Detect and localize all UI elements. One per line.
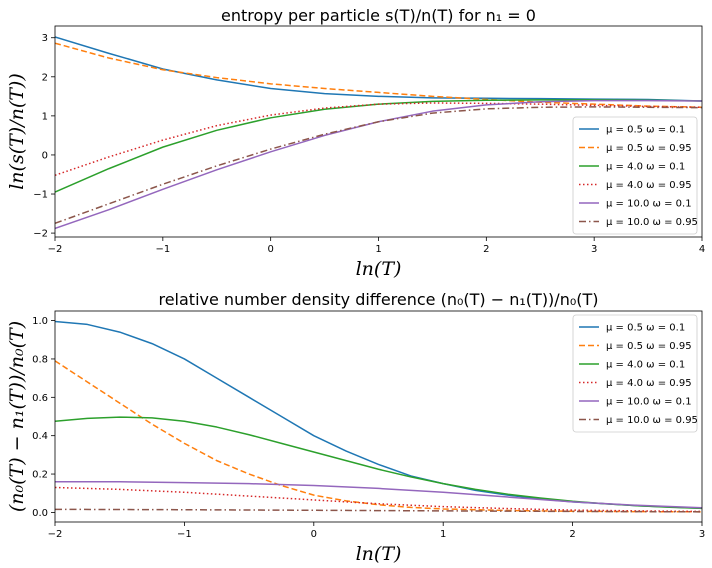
x-tick-label: 1 <box>440 529 446 540</box>
y-axis-label: (n₀(T) − n₁(T))/n₀(T) <box>6 321 28 512</box>
y-tick-label: 3 <box>42 33 48 44</box>
y-axis-label: ln(s(T)/n(T)) <box>6 73 28 190</box>
y-tick-label: 0.6 <box>32 393 48 404</box>
x-tick-label: 4 <box>699 244 705 255</box>
x-tick-label: 3 <box>591 244 597 255</box>
y-tick-label: −2 <box>33 229 48 240</box>
legend-label-4: μ = 10.0 ω = 0.1 <box>606 199 692 210</box>
x-tick-label: −1 <box>177 529 192 540</box>
legend: μ = 0.5 ω = 0.1 μ = 0.5 ω = 0.95 μ = 4.0 ω… <box>572 314 698 433</box>
density-difference-chart: −2 −1 0 1 2 3 0.0 0.2 0.4 0.6 0.8 1.0 relative numbe… <box>6 290 705 565</box>
y-tick-label: 0.2 <box>32 470 48 481</box>
legend-label-2: μ = 4.0 ω = 0.1 <box>606 162 685 173</box>
legend-label-0: μ = 0.5 ω = 0.1 <box>606 125 685 136</box>
y-tick-label: 0.0 <box>32 508 48 519</box>
series-line-0 <box>55 36 702 102</box>
series-line-5 <box>55 508 702 513</box>
legend-label-3: μ = 4.0 ω = 0.95 <box>606 378 692 389</box>
series-line-1 <box>55 42 702 109</box>
legend-label-4: μ = 10.0 ω = 0.1 <box>606 397 692 408</box>
y-tick-label: 2 <box>42 72 48 83</box>
x-tick-label: 3 <box>699 529 705 540</box>
y-tick-label: 0 <box>42 150 48 161</box>
series-line-4 <box>55 480 702 509</box>
legend: μ = 0.5 ω = 0.1 μ = 0.5 ω = 0.95 μ = 4.0 ω… <box>572 116 698 235</box>
legend-label-5: μ = 10.0 ω = 0.95 <box>606 415 698 426</box>
legend-box <box>572 314 698 433</box>
x-tick-label: 2 <box>569 529 575 540</box>
entropy-chart: −2 −1 0 1 2 3 4 −2 −1 0 1 2 3 entropy per particle s(… <box>6 6 705 280</box>
legend-label-1: μ = 0.5 ω = 0.95 <box>606 143 692 154</box>
chart-title: entropy per particle s(T)/n(T) for n₁ = … <box>221 6 536 25</box>
x-axis-label: ln(T) <box>356 543 402 565</box>
series-line-5 <box>55 106 702 225</box>
x-tick-label: −2 <box>48 529 63 540</box>
y-tick-label: 1.0 <box>32 316 48 327</box>
plot-frame <box>54 310 703 523</box>
legend-label-3: μ = 4.0 ω = 0.95 <box>606 180 692 191</box>
x-tick-label: 1 <box>375 244 381 255</box>
y-tick-label: 1 <box>42 111 48 122</box>
chart-title: relative number density difference (n₀(T… <box>158 290 598 309</box>
x-tick-label: −2 <box>48 244 63 255</box>
y-tick-label: −1 <box>33 190 48 201</box>
legend-box <box>572 116 698 235</box>
y-tick-label: 0.8 <box>32 354 48 365</box>
series-line-3 <box>55 102 702 176</box>
legend-label-0: μ = 0.5 ω = 0.1 <box>606 323 685 334</box>
legend-label-2: μ = 4.0 ω = 0.1 <box>606 360 685 371</box>
series-group <box>55 320 702 513</box>
y-tick-label: 0.4 <box>32 431 48 442</box>
legend-label-1: μ = 0.5 ω = 0.95 <box>606 341 692 352</box>
series-line-3 <box>55 486 702 513</box>
x-axis-label: ln(T) <box>356 258 402 280</box>
legend-label-5: μ = 10.0 ω = 0.95 <box>606 217 698 228</box>
x-tick-label: 0 <box>267 244 273 255</box>
x-tick-label: 2 <box>483 244 489 255</box>
x-tick-label: −1 <box>155 244 170 255</box>
series-group <box>55 36 702 230</box>
x-tick-label: 0 <box>311 529 317 540</box>
